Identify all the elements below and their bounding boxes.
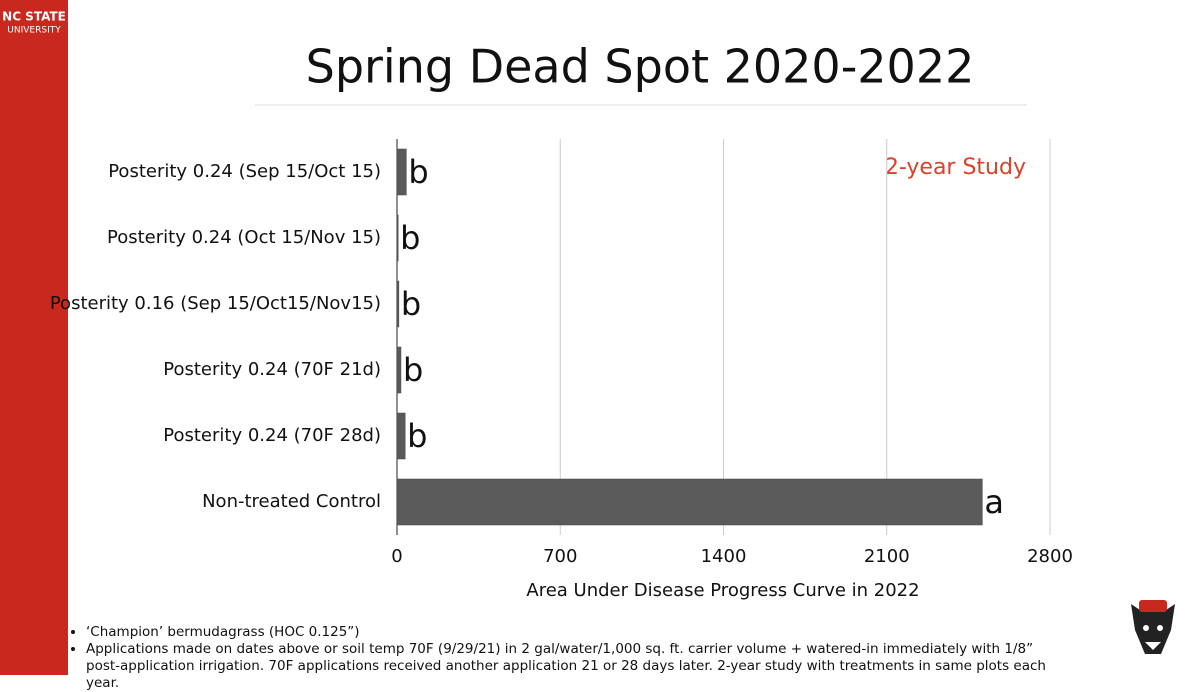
x-tick-label: 700 <box>543 546 577 567</box>
x-tick-label: 2800 <box>1027 546 1073 567</box>
y-tick-label: Posterity 0.24 (Oct 15/Nov 15) <box>107 227 381 248</box>
x-tick-label: 2100 <box>864 546 910 567</box>
note: Applications made on dates above or soil… <box>86 641 1056 692</box>
y-tick-label: Posterity 0.24 (70F 21d) <box>163 359 381 380</box>
y-tick-label: Posterity 0.24 (70F 28d) <box>163 425 381 446</box>
brand-bar <box>0 0 68 675</box>
bar <box>396 478 983 526</box>
x-tick-label: 1400 <box>701 546 747 567</box>
mascot-logo <box>1131 600 1175 654</box>
y-tick-label: Posterity 0.16 (Sep 15/Oct15/Nov15) <box>50 293 381 314</box>
significance-letter: b <box>408 153 428 191</box>
brand-sub: UNIVERSITY <box>7 26 61 36</box>
x-tick-label: 0 <box>391 546 402 567</box>
chart: NC STATE UNIVERSITY Spring Dead Spot 202… <box>0 0 1175 675</box>
significance-letter: a <box>984 483 1004 521</box>
y-tick-label: Non-treated Control <box>202 491 381 512</box>
significance-letter: b <box>400 219 420 257</box>
bar <box>396 346 402 394</box>
brand-name: NC STATE <box>2 10 66 24</box>
bar <box>396 148 407 196</box>
significance-letter: b <box>407 417 427 455</box>
annotation: 2-year Study <box>885 155 1026 180</box>
bar <box>396 280 400 328</box>
significance-letter: b <box>401 285 421 323</box>
note: ‘Champion’ bermudagrass (HOC 0.125”) <box>86 624 1056 641</box>
bar <box>396 412 406 460</box>
x-axis-title: Area Under Disease Progress Curve in 202… <box>526 580 919 601</box>
bar <box>396 214 399 262</box>
chart-title: Spring Dead Spot 2020-2022 <box>306 40 975 94</box>
significance-letter: b <box>403 351 423 389</box>
notes: ‘Champion’ bermudagrass (HOC 0.125”) App… <box>70 624 1056 692</box>
page: NC STATE UNIVERSITY Spring Dead Spot 202… <box>0 0 1200 675</box>
y-tick-label: Posterity 0.24 (Sep 15/Oct 15) <box>108 161 381 182</box>
